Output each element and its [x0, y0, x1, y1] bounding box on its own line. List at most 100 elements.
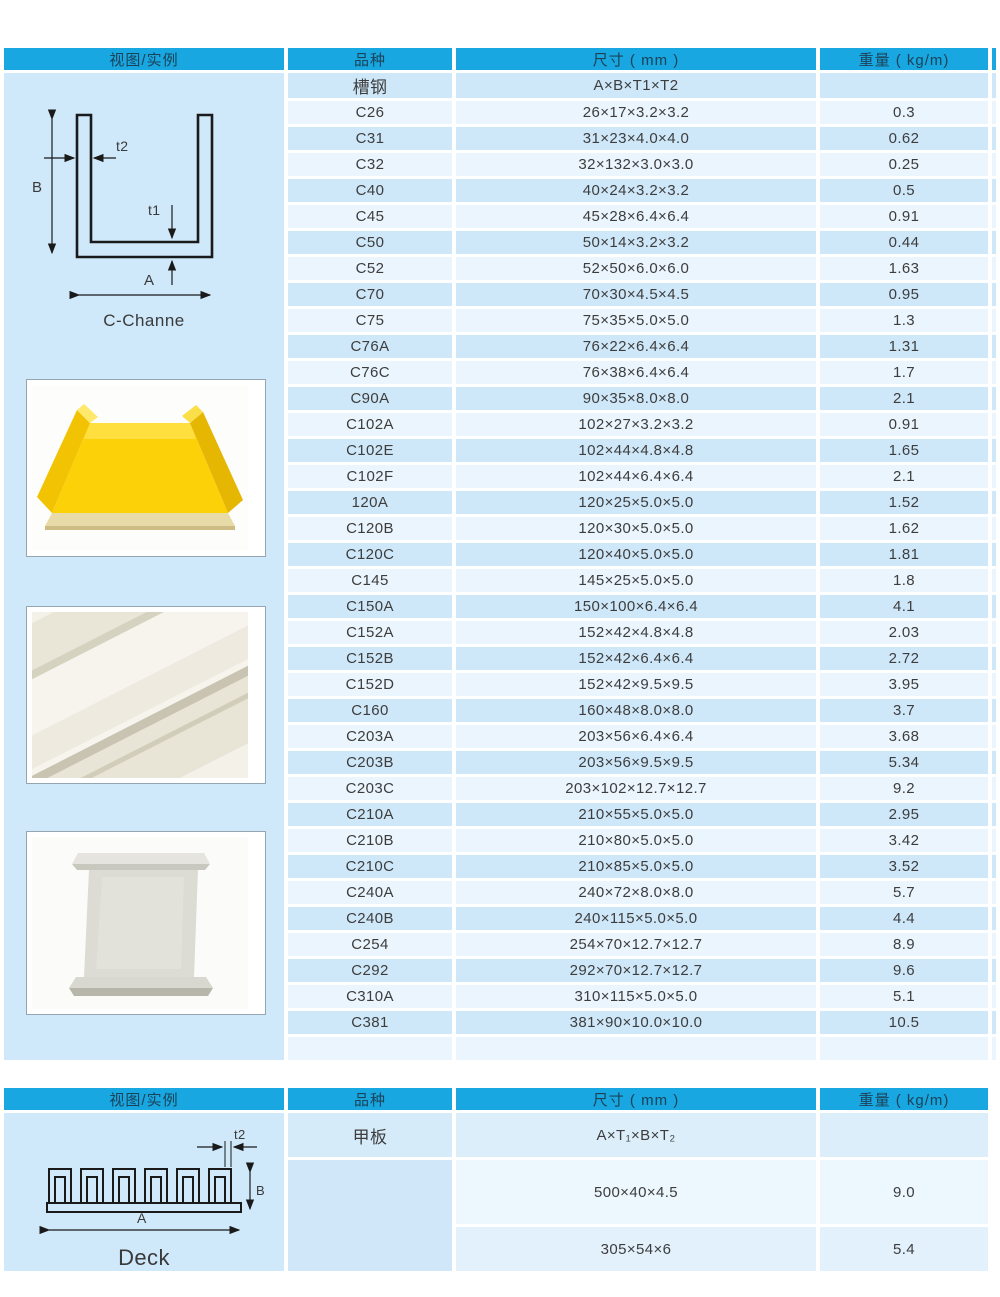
deck-row-2: 305×54×6 5.4 — [4, 1227, 996, 1271]
product-weight-cell: 2.95 — [820, 803, 988, 826]
table-row: C90A 90×35×8.0×8.0 2.1 — [4, 387, 996, 410]
edge-sliver — [992, 855, 996, 878]
label-t2: t2 — [116, 138, 128, 154]
table-row: C50 50×14×3.2×3.2 0.44 — [4, 231, 996, 254]
edge-sliver — [992, 543, 996, 566]
table-row: C26 26×17×3.2×3.2 0.3 — [4, 101, 996, 124]
channel-group-row: B t2 t1 A — [4, 73, 996, 1060]
product-size-cell: 50×14×3.2×3.2 — [456, 231, 816, 254]
table-row: C160 160×48×8.0×8.0 3.7 — [4, 699, 996, 722]
table-row: C203B 203×56×9.5×9.5 5.34 — [4, 751, 996, 774]
deck-weight-cell: 5.4 — [820, 1227, 988, 1271]
product-size-cell: 381×90×10.0×10.0 — [456, 1011, 816, 1034]
product-name-cell: C31 — [288, 127, 452, 150]
product-name-cell: C102A — [288, 413, 452, 436]
product-name-cell: C240B — [288, 907, 452, 930]
table-row: C120B 120×30×5.0×5.0 1.62 — [4, 517, 996, 540]
edge-sliver — [992, 595, 996, 618]
edge-sliver — [992, 439, 996, 462]
table-row: C240B 240×115×5.0×5.0 4.4 — [4, 907, 996, 930]
header-view: 视图/实例 — [4, 48, 284, 70]
edge-sliver — [992, 803, 996, 826]
product-size-cell: 52×50×6.0×6.0 — [456, 257, 816, 280]
product-size-cell: 210×85×5.0×5.0 — [456, 855, 816, 878]
product-size-cell: 102×27×3.2×3.2 — [456, 413, 816, 436]
group-formula-cell: A×B×T1×T2 — [456, 73, 816, 98]
product-name-cell: C292 — [288, 959, 452, 982]
table-row: C45 45×28×6.4×6.4 0.91 — [4, 205, 996, 228]
group-name-cell: 槽钢 — [288, 73, 452, 98]
product-name-cell: C254 — [288, 933, 452, 956]
edge-sliver — [992, 933, 996, 956]
product-weight-cell: 4.1 — [820, 595, 988, 618]
product-name-cell: C210C — [288, 855, 452, 878]
table-row: C31 31×23×4.0×4.0 0.62 — [4, 127, 996, 150]
product-weight-cell: 3.42 — [820, 829, 988, 852]
product-weight-cell: 0.95 — [820, 283, 988, 306]
table-row: 120A 120×25×5.0×5.0 1.52 — [4, 491, 996, 514]
deck-size-cell: 305×54×6 — [456, 1227, 816, 1271]
product-size-cell: 145×25×5.0×5.0 — [456, 569, 816, 592]
product-size-cell: 120×40×5.0×5.0 — [456, 543, 816, 566]
deck-header-row: 视图/实例 品种 尺寸 ( mm ) 重量 ( kg/m) — [4, 1088, 996, 1110]
product-name-cell: C150A — [288, 595, 452, 618]
product-name-cell: C210A — [288, 803, 452, 826]
table-row: C152D 152×42×9.5×9.5 3.95 — [4, 673, 996, 696]
table-row: C76C 76×38×6.4×6.4 1.7 — [4, 361, 996, 384]
deck-size-cell: 500×40×4.5 — [456, 1160, 816, 1224]
product-size-cell: 102×44×6.4×6.4 — [456, 465, 816, 488]
product-name-cell: C45 — [288, 205, 452, 228]
deck-label-B: B — [256, 1183, 265, 1198]
edge-sliver — [992, 257, 996, 280]
table-row: C240A 240×72×8.0×8.0 5.7 — [4, 881, 996, 904]
deck-table: 视图/实例 品种 尺寸 ( mm ) 重量 ( kg/m) — [0, 1085, 1000, 1274]
product-name-cell: C40 — [288, 179, 452, 202]
table-row: C76A 76×22×6.4×6.4 1.31 — [4, 335, 996, 358]
table-row: C203A 203×56×6.4×6.4 3.68 — [4, 725, 996, 748]
product-weight-cell: 9.2 — [820, 777, 988, 800]
table-row: C70 70×30×4.5×4.5 0.95 — [4, 283, 996, 306]
photo-white-channel — [26, 606, 266, 784]
edge-sliver — [992, 335, 996, 358]
product-name-cell: C120B — [288, 517, 452, 540]
product-weight-cell: 1.63 — [820, 257, 988, 280]
product-name-cell: C160 — [288, 699, 452, 722]
product-size-cell: 75×35×5.0×5.0 — [456, 309, 816, 332]
edge-sliver — [992, 1011, 996, 1034]
product-name-cell: C32 — [288, 153, 452, 176]
table-row: C102F 102×44×6.4×6.4 2.1 — [4, 465, 996, 488]
edge-sliver — [992, 283, 996, 306]
product-size-cell: 120×25×5.0×5.0 — [456, 491, 816, 514]
product-name-cell: C203A — [288, 725, 452, 748]
product-weight-cell: 1.65 — [820, 439, 988, 462]
product-weight-cell: 2.72 — [820, 647, 988, 670]
product-size-cell: 32×132×3.0×3.0 — [456, 153, 816, 176]
product-weight-cell: 3.68 — [820, 725, 988, 748]
edge-sliver — [992, 985, 996, 1008]
edge-sliver — [992, 73, 996, 98]
edge-sliver — [992, 361, 996, 384]
view-example-cell: B t2 t1 A — [4, 73, 284, 1060]
table-row: C210B 210×80×5.0×5.0 3.42 — [4, 829, 996, 852]
empty-row — [4, 1037, 996, 1060]
product-weight-cell: 3.95 — [820, 673, 988, 696]
edge-sliver — [992, 725, 996, 748]
product-weight-cell: 1.52 — [820, 491, 988, 514]
product-size-cell: 102×44×4.8×4.8 — [456, 439, 816, 462]
product-name-cell: C76C — [288, 361, 452, 384]
header-type: 品种 — [288, 48, 452, 70]
product-weight-cell: 0.3 — [820, 101, 988, 124]
edge-sliver — [992, 647, 996, 670]
product-size-cell: 203×56×6.4×6.4 — [456, 725, 816, 748]
product-size-cell: 203×102×12.7×12.7 — [456, 777, 816, 800]
edge-sliver — [992, 517, 996, 540]
edge-sliver — [992, 491, 996, 514]
product-weight-cell: 2.03 — [820, 621, 988, 644]
table-row: C152A 152×42×4.8×4.8 2.03 — [4, 621, 996, 644]
product-size-cell: 76×22×6.4×6.4 — [456, 335, 816, 358]
label-t1: t1 — [148, 202, 160, 218]
product-name-cell: C152A — [288, 621, 452, 644]
product-size-cell: 310×115×5.0×5.0 — [456, 985, 816, 1008]
deck-row-1: 500×40×4.5 9.0 — [4, 1160, 996, 1271]
deck-header-weight: 重量 ( kg/m) — [820, 1088, 988, 1110]
